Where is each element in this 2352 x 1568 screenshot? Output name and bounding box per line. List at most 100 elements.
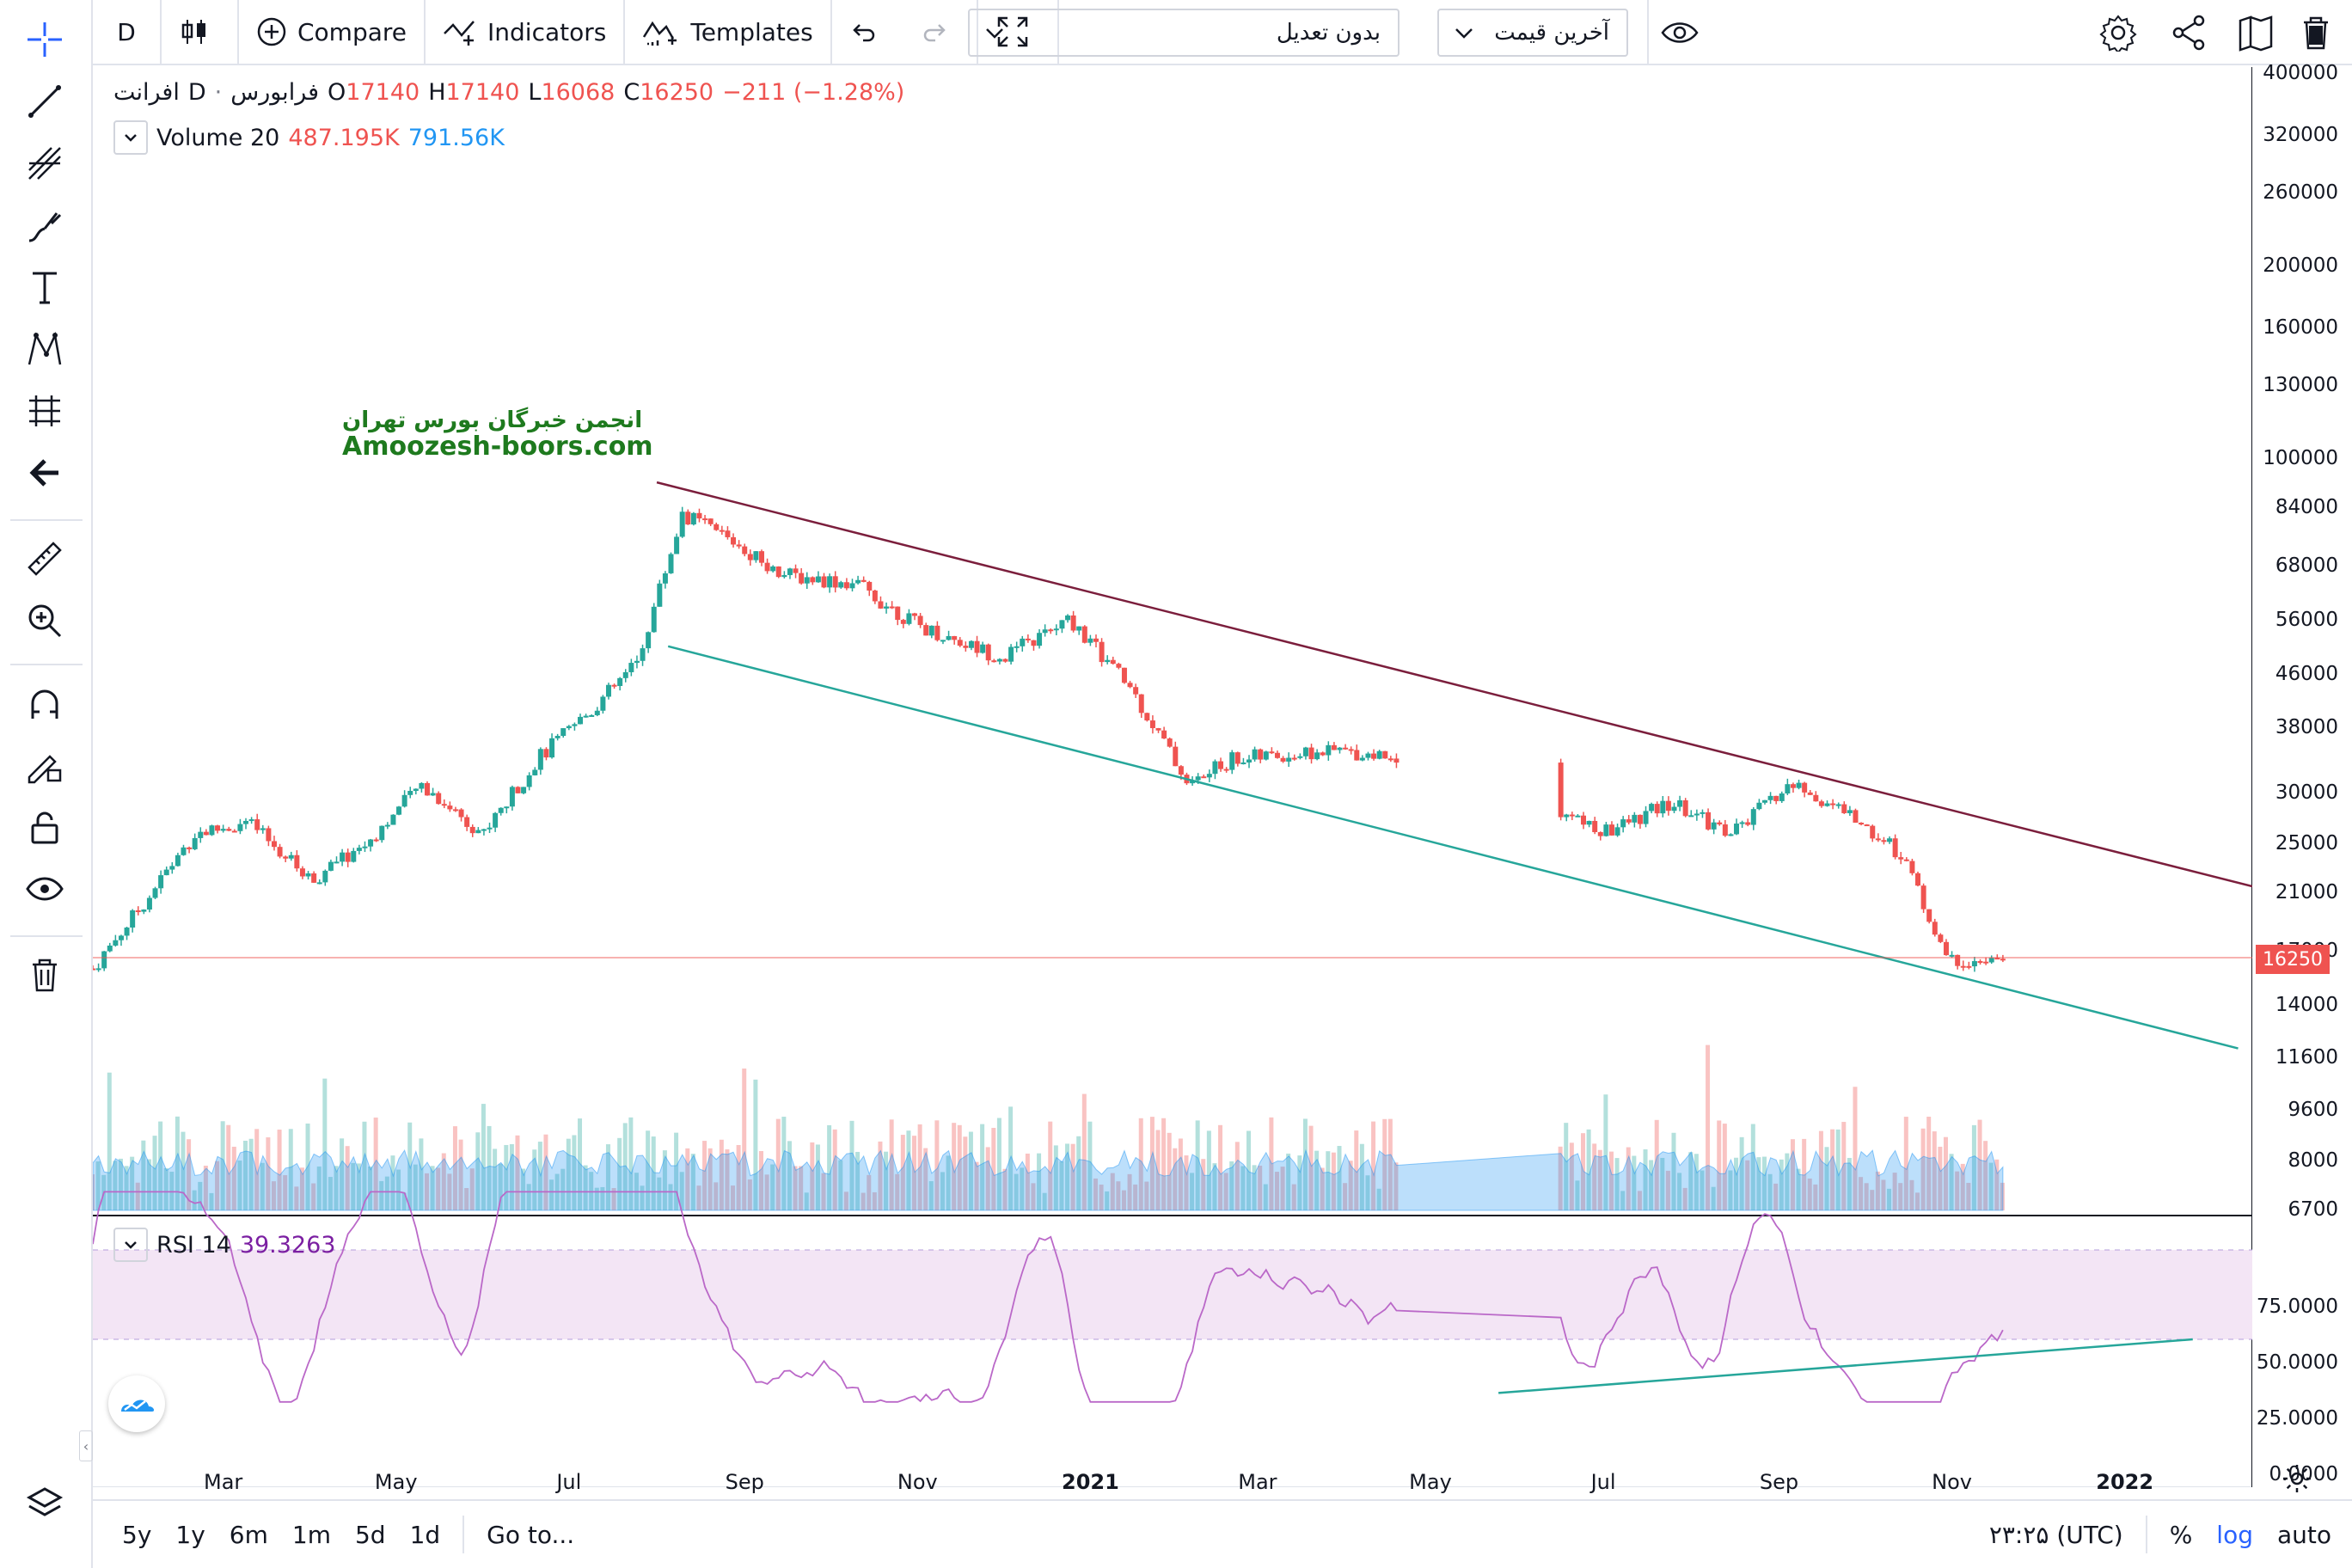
ruler-icon[interactable] <box>21 535 69 583</box>
fullscreen-button[interactable] <box>978 0 1059 64</box>
candle <box>509 787 515 807</box>
volume-bar <box>996 1118 1001 1210</box>
volume-bar <box>781 1117 787 1210</box>
lock-icon[interactable] <box>21 803 69 851</box>
remove-button[interactable] <box>2295 12 2337 53</box>
layers-icon[interactable] <box>21 1480 69 1528</box>
text-icon[interactable] <box>21 263 69 311</box>
prediction-icon[interactable] <box>21 387 69 435</box>
candle <box>475 830 481 834</box>
candle <box>554 736 560 738</box>
settings-button[interactable] <box>2098 12 2139 53</box>
fullscreen-icon <box>997 16 1027 47</box>
volume-bar <box>799 1166 804 1210</box>
trash-icon[interactable] <box>21 951 69 999</box>
volume-bar <box>294 1186 299 1210</box>
magnet-icon[interactable] <box>21 681 69 729</box>
range-1d[interactable]: 1d <box>409 1520 441 1549</box>
compare-button[interactable]: Compare <box>239 0 426 64</box>
candle <box>843 582 849 589</box>
lock-drawing-icon[interactable] <box>21 741 69 789</box>
chart-style-button[interactable] <box>162 0 239 64</box>
candle <box>1144 713 1150 721</box>
range-6m[interactable]: 6m <box>229 1520 268 1549</box>
brush-icon[interactable] <box>21 201 69 249</box>
candle <box>980 644 986 653</box>
price-axis-label: 11600 <box>2275 1045 2338 1069</box>
volume-bar <box>1767 1173 1773 1210</box>
timezone-clock[interactable]: ۲۳:۲۵ (UTC) <box>1988 1520 2123 1549</box>
candle <box>362 846 368 848</box>
axis-settings-button[interactable] <box>2280 1461 2314 1499</box>
volume-bar <box>231 1146 236 1210</box>
rsi-collapse-button[interactable] <box>113 1228 148 1262</box>
pattern-icon[interactable] <box>21 325 69 373</box>
candle <box>572 724 578 726</box>
range-1m[interactable]: 1m <box>291 1520 331 1549</box>
crosshair-icon[interactable] <box>21 15 69 64</box>
volume-bar <box>1081 1093 1087 1210</box>
candle <box>1802 782 1808 793</box>
visibility-button[interactable] <box>1659 12 1700 53</box>
volume-bar <box>622 1123 628 1210</box>
logo-button[interactable] <box>108 1375 165 1432</box>
goto-button[interactable]: Go to... <box>487 1520 575 1549</box>
price-axis-label: 100000 <box>2263 447 2338 470</box>
volume-bar <box>617 1137 622 1210</box>
adjustment-select[interactable]: بدون تعدیل <box>968 9 1400 57</box>
range-5y[interactable]: 5y <box>122 1520 152 1549</box>
candle <box>1371 753 1377 759</box>
templates-button[interactable]: Templates <box>625 0 832 64</box>
price-axis[interactable]: 400000 320000 260000 200000 160000 130000 1000… <box>2254 62 2352 1221</box>
candle <box>600 696 606 711</box>
auto-toggle[interactable]: auto <box>2276 1520 2331 1549</box>
toolbar-collapse-handle[interactable]: ‹ <box>79 1430 93 1461</box>
candle <box>118 935 124 940</box>
candle <box>1138 694 1144 714</box>
candle <box>260 828 266 830</box>
undo-button[interactable] <box>832 0 904 64</box>
snapshot-button[interactable] <box>2235 12 2276 53</box>
volume-bar <box>334 1166 339 1210</box>
candle <box>878 601 884 609</box>
share-button[interactable] <box>2168 12 2209 53</box>
candle <box>1348 749 1354 751</box>
zoom-in-icon[interactable] <box>21 597 69 645</box>
log-toggle[interactable]: log <box>2216 1520 2253 1549</box>
indicators-button[interactable]: Indicators <box>426 0 626 64</box>
candle <box>1688 815 1694 818</box>
arrow-back-icon[interactable] <box>21 449 69 497</box>
candle <box>1983 961 1989 964</box>
volume-collapse-button[interactable] <box>113 120 148 155</box>
range-5d[interactable]: 5d <box>354 1520 386 1549</box>
rsi-axis[interactable]: 75.0000 50.0000 25.0000 0.0000 <box>2254 1217 2352 1485</box>
price-type-select[interactable]: آخرین قیمت <box>1437 9 1628 57</box>
interval-button[interactable]: D <box>93 0 162 64</box>
volume-bar <box>1025 1153 1030 1210</box>
eye-icon[interactable] <box>21 865 69 913</box>
candle <box>957 640 963 646</box>
candle <box>424 782 430 796</box>
candle <box>515 787 521 793</box>
fib-tools-icon[interactable] <box>21 139 69 187</box>
trendlines[interactable] <box>656 481 2252 1050</box>
volume-bar <box>163 1167 168 1210</box>
candle <box>1790 784 1796 788</box>
range-1y[interactable]: 1y <box>175 1520 205 1549</box>
redo-button[interactable] <box>904 0 978 64</box>
volume-bar <box>401 1192 407 1210</box>
candle <box>923 625 929 636</box>
low-label: L <box>528 79 542 106</box>
main-chart[interactable] <box>93 67 2252 1487</box>
volume-bar <box>1206 1130 1211 1210</box>
symbol-name: افرانت <box>113 79 180 106</box>
price-axis-label: 400000 <box>2263 62 2338 84</box>
volume-bar <box>1308 1125 1314 1210</box>
volume-bar <box>758 1150 763 1210</box>
trendline-icon[interactable] <box>21 77 69 126</box>
percent-toggle[interactable]: % <box>2169 1520 2193 1549</box>
candle <box>458 809 464 818</box>
candle <box>1149 720 1155 729</box>
volume-bar <box>430 1166 435 1210</box>
change-value: −211 (−1.28%) <box>722 79 905 106</box>
